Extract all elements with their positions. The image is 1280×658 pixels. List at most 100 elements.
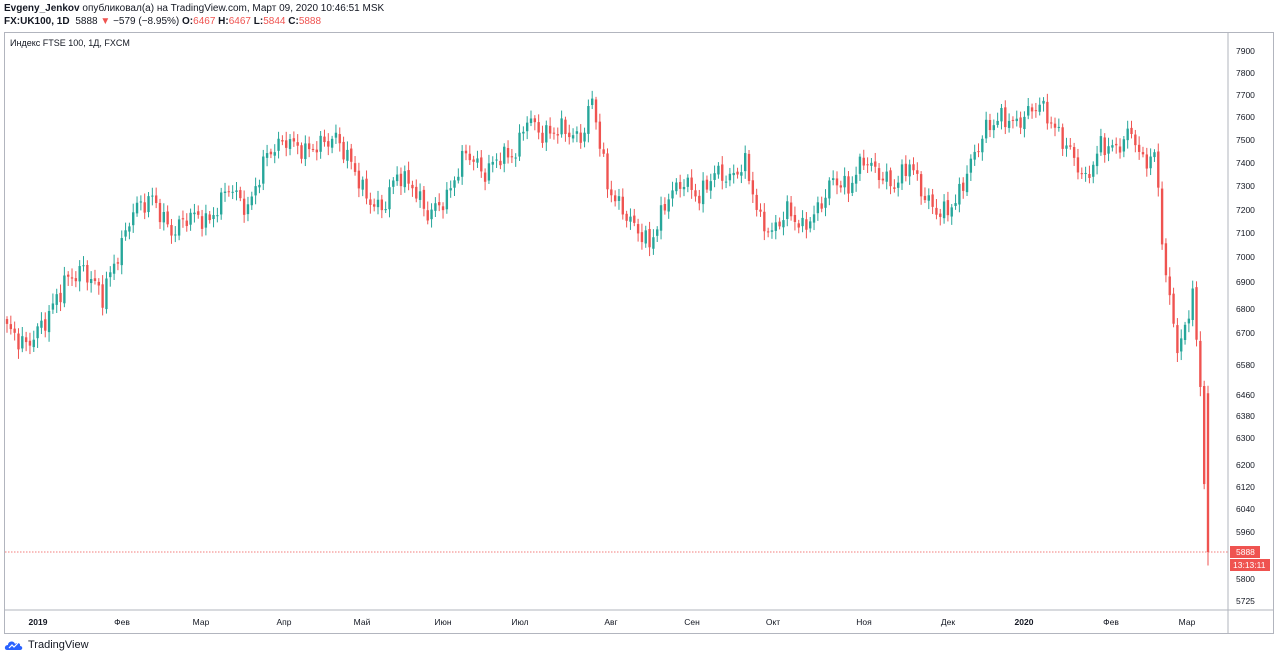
publish-line: Evgeny_Jenkov опубликовал(а) на TradingV… [4, 2, 384, 15]
tradingview-logo[interactable]: TradingView [4, 639, 89, 651]
candle-body [139, 201, 143, 203]
price-tick-label: 6300 [1236, 433, 1255, 443]
candle-body [438, 202, 441, 206]
candle-body [931, 194, 934, 207]
low-label: L: [253, 16, 264, 27]
candle-body [449, 188, 452, 191]
last-price: 5888 [75, 16, 98, 27]
chart-title: Индекс FTSE 100, 1Д, FXCM [10, 38, 130, 48]
candle-body [1187, 318, 1191, 324]
low-value: 5844 [263, 16, 286, 27]
candle-body [361, 179, 364, 190]
candle-body [525, 122, 529, 132]
candle-body [1191, 288, 1194, 320]
candle-body [744, 153, 747, 172]
candle-body [1084, 172, 1087, 174]
candle-body [1141, 152, 1145, 155]
price-tick-label: 6040 [1236, 504, 1255, 514]
price-axis[interactable]: 5725 5800 5960 6040 6120 6200 6300 6380 6460 6580… [1236, 46, 1255, 606]
candle-body [1199, 340, 1202, 387]
candle-body [116, 262, 120, 264]
candle-body [954, 203, 957, 206]
price-tick-label: 7800 [1236, 68, 1255, 78]
candle-body [564, 119, 567, 135]
candle-body [342, 141, 345, 160]
candle-body [21, 336, 24, 349]
candle-body [338, 134, 341, 144]
candle-body [506, 148, 510, 158]
candle-body [621, 196, 624, 215]
down-arrow-icon: ▼ [100, 16, 111, 27]
candle-body [518, 132, 521, 157]
candle-body [1095, 153, 1099, 167]
candle-body [1103, 137, 1106, 156]
candle-body [132, 212, 135, 226]
candle-body [411, 184, 414, 189]
candle-body [59, 292, 62, 303]
candle-body [1099, 136, 1103, 153]
candle-body [916, 170, 919, 174]
candle-body [866, 164, 869, 166]
candle-body [1046, 101, 1049, 124]
candle-body [656, 229, 659, 236]
author-name[interactable]: Evgeny_Jenkov [4, 3, 80, 14]
candle-body [575, 131, 579, 134]
candle-body [9, 324, 13, 330]
candle-body [1023, 116, 1026, 130]
candle-body [701, 180, 705, 205]
candle-body [223, 191, 227, 194]
time-tick-label: Дек [941, 617, 955, 627]
candle-body [499, 160, 502, 166]
candle-body [277, 138, 280, 151]
candle-body [170, 225, 173, 236]
candle-body [763, 211, 766, 232]
countdown-badge [1230, 559, 1270, 571]
time-axis[interactable]: 2019 Фев Мар Апр Май Июн Июл Авг Сен Окт Ноя Дек 202… [29, 617, 1196, 627]
candle-body [939, 213, 942, 217]
candle-body [311, 148, 315, 150]
candle-body [904, 163, 908, 176]
candle-body [350, 148, 353, 162]
price-tick-label: 6900 [1236, 277, 1255, 287]
candle-body [510, 156, 514, 158]
candle-body [158, 202, 162, 223]
candle-body [820, 203, 823, 209]
candle-body [633, 215, 636, 223]
last-price-badge [1230, 546, 1260, 558]
candle-body [40, 320, 43, 328]
candle-body [908, 164, 911, 177]
candle-body [556, 134, 559, 136]
time-tick-label: Мар [1179, 617, 1196, 627]
candle-body [636, 224, 640, 234]
time-tick-label: 2020 [1015, 617, 1034, 627]
candle-body [594, 99, 598, 123]
candle-body [613, 195, 617, 202]
candle-body [143, 202, 146, 213]
candle-body [181, 218, 185, 220]
candle-body [78, 266, 81, 282]
candle-body [97, 281, 100, 286]
candle-body [598, 121, 602, 149]
candle-body [434, 203, 437, 211]
price-tick-label: 5725 [1236, 596, 1255, 606]
candle-body [457, 176, 460, 181]
candle-body [154, 195, 158, 204]
candle-body [395, 174, 399, 182]
candle-body [671, 190, 674, 199]
candle-body [548, 125, 552, 134]
candle-body [644, 230, 647, 244]
time-tick-label: Май [354, 617, 371, 627]
candle-body [610, 189, 613, 196]
candle-body [204, 213, 208, 228]
time-tick-label: Ноя [856, 617, 872, 627]
candle-body [847, 176, 850, 194]
candle-body [323, 136, 326, 143]
candle-body [522, 131, 525, 134]
candle-body [357, 170, 361, 189]
candle-body [782, 220, 785, 228]
candle-body [713, 173, 716, 180]
candle-body [900, 164, 904, 184]
candle-body [529, 118, 533, 124]
candle-body [1111, 145, 1114, 148]
